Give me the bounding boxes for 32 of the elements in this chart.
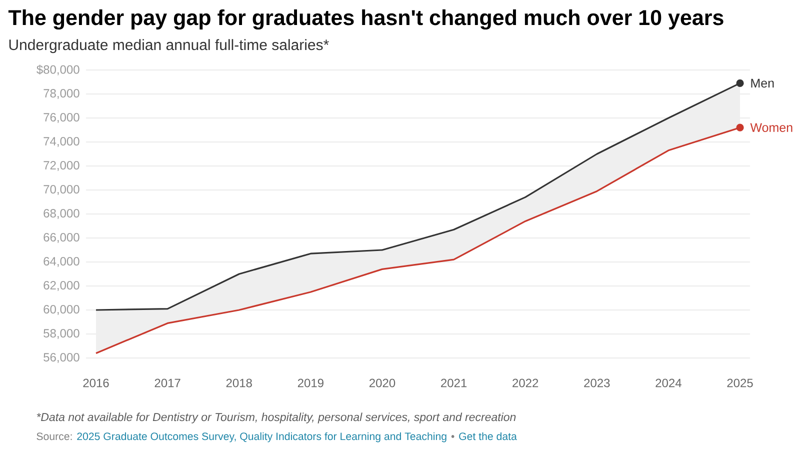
chart-title: The gender pay gap for graduates hasn't changed much over 10 years: [8, 9, 724, 30]
y-tick-label: 74,000: [44, 137, 80, 147]
source-note: Source:: [36, 432, 72, 440]
y-tick-label: 68,000: [44, 209, 80, 219]
y-tick-label: 64,000: [44, 257, 80, 267]
x-tick-label: 2018: [226, 378, 252, 388]
y-tick-label: 70,000: [44, 185, 80, 195]
y-tick-label: 60,000: [44, 305, 80, 315]
text: •: [451, 435, 454, 438]
x-tick-label: 2024: [656, 378, 682, 388]
y-tick-label: 56,000: [44, 353, 80, 363]
text: *Data not available for Dentistry or Tourism, hospitality, personal services, sport and recreation: [36, 412, 516, 424]
chart-subtitle: Undergraduate median annual full-time salaries*: [9, 39, 329, 54]
y-tick-label: 72,000: [44, 161, 80, 171]
x-tick-label: 2021: [441, 378, 467, 388]
x-tick-label: 2017: [154, 378, 180, 388]
x-tick-label: 2020: [369, 378, 396, 388]
x-tick-label: 2025: [727, 378, 753, 388]
x-tick-label: 2023: [584, 378, 610, 388]
y-tick-label: $80,000: [36, 64, 80, 76]
x-tick-label: 2022: [512, 378, 538, 388]
y-tick-label: 78,000: [44, 89, 80, 99]
text: 2025 Graduate Outcomes Survey, Quality Indicators for Learning and Teaching: [77, 432, 446, 442]
y-tick-label: 58,000: [44, 329, 80, 339]
series-label: Men: [751, 78, 774, 88]
series-label: Women: [750, 123, 792, 132]
y-tick-label: 62,000: [44, 281, 80, 291]
x-tick-label: 2019: [298, 378, 324, 388]
text: Get the data: [459, 432, 517, 440]
y-tick-label: 76,000: [44, 113, 80, 123]
y-tick-label: 66,000: [44, 233, 80, 243]
x-tick-label: 2016: [83, 378, 109, 388]
